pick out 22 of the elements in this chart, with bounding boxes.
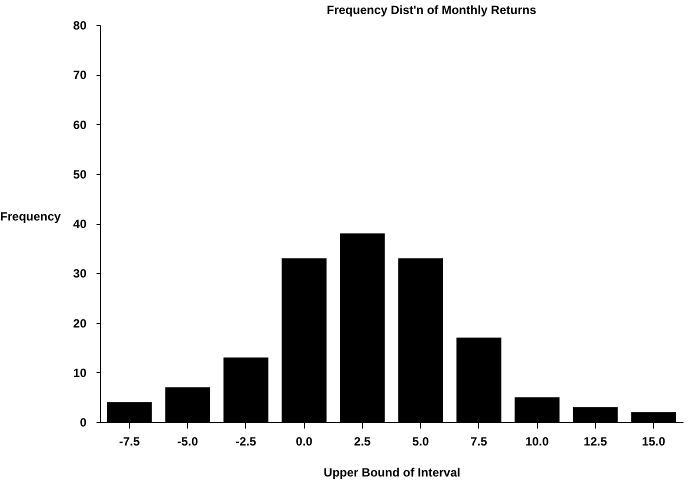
x-tick-label: 2.5 [354,434,372,448]
x-tick-label: 5.0 [412,434,430,448]
x-tick-label: 10.0 [525,434,550,448]
x-tick-label: 15.0 [642,434,666,448]
x-tick-label: -7.5 [119,434,140,448]
y-tick-label: 50 [73,167,87,182]
y-tick-label: 30 [73,266,87,281]
x-axis-title: Upper Bound of Interval [324,466,460,480]
y-tick-label: 80 [73,18,87,32]
y-tick-label: 0 [80,416,87,430]
y-tick-label: 40 [73,217,87,231]
x-tick-label: -2.5 [236,434,257,448]
y-tick-label: 20 [73,316,87,330]
chart-title: Frequency Dist'n of Monthly Returns [326,3,537,17]
y-tick-label: 60 [73,118,87,132]
x-tick-label: 12.5 [584,434,608,448]
x-tick-label: 0.0 [296,434,313,448]
y-tick-label: 70 [73,68,87,82]
y-tick-label: 10 [73,366,87,380]
y-axis-title: Frequency [0,210,62,224]
x-tick-label: 7.5 [470,434,488,448]
x-tick-label: -5.0 [177,434,198,448]
